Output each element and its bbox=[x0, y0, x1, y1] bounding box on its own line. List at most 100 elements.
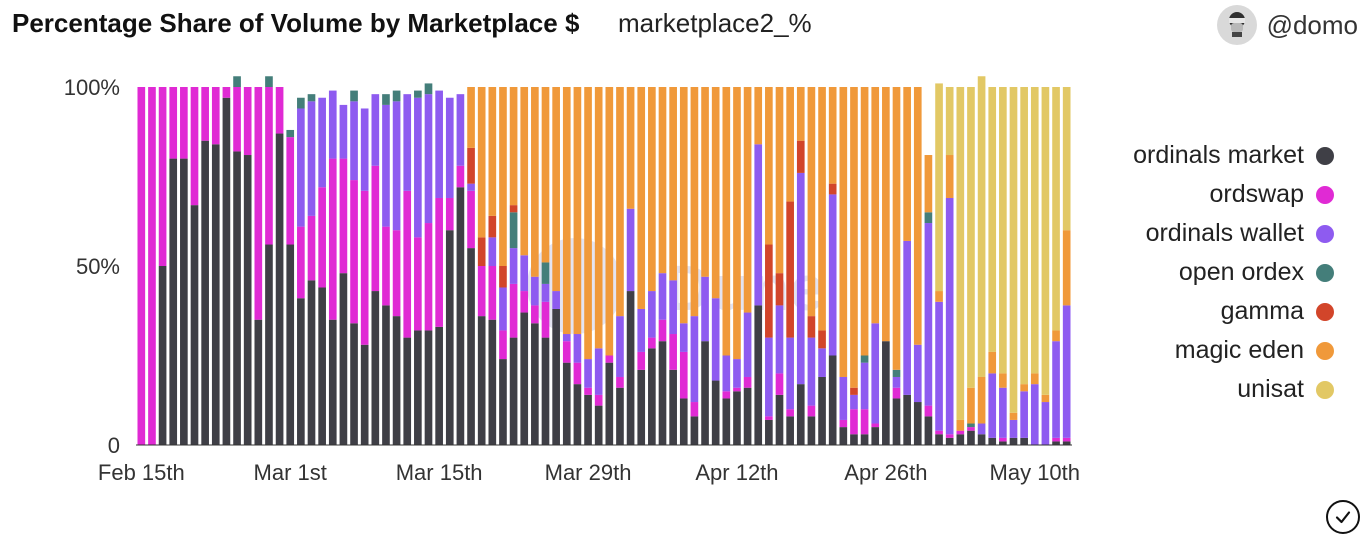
bar-segment-magic-eden[interactable] bbox=[818, 87, 826, 331]
bar-segment-unisat[interactable] bbox=[967, 87, 975, 388]
bar-segment-ordswap[interactable] bbox=[148, 87, 156, 445]
bar-segment-open-ordex[interactable] bbox=[509, 212, 518, 249]
bar-segment-ordinals-wallet[interactable] bbox=[1041, 402, 1050, 445]
bar-segment-ordswap[interactable] bbox=[860, 409, 869, 435]
bar-segment-ordinals-market[interactable] bbox=[509, 337, 518, 445]
bar-segment-ordinals-wallet[interactable] bbox=[360, 108, 369, 191]
bar-segment-gamma[interactable] bbox=[499, 266, 507, 288]
bar-segment-open-ordex[interactable] bbox=[541, 262, 550, 284]
bar-segment-ordinals-market[interactable] bbox=[414, 330, 422, 445]
author-name[interactable]: @domo bbox=[1266, 9, 1358, 40]
bar-segment-ordinals-wallet[interactable] bbox=[903, 240, 911, 395]
bar-segment-ordinals-market[interactable] bbox=[1062, 441, 1071, 445]
bar-segment-unisat[interactable] bbox=[999, 87, 1007, 374]
bar-segment-open-ordex[interactable] bbox=[924, 212, 933, 224]
bar-segment-ordswap[interactable] bbox=[999, 437, 1007, 442]
bar-segment-ordinals-wallet[interactable] bbox=[531, 276, 539, 306]
bar-segment-unisat[interactable] bbox=[988, 87, 997, 352]
legend-item-ordinals-market[interactable]: ordinals market bbox=[1074, 136, 1334, 175]
bar-segment-magic-eden[interactable] bbox=[860, 87, 869, 356]
bar-segment-ordswap[interactable] bbox=[594, 394, 603, 406]
bar-segment-ordswap[interactable] bbox=[616, 376, 624, 388]
bar-segment-ordinals-wallet[interactable] bbox=[648, 291, 656, 338]
bar-segment-ordswap[interactable] bbox=[403, 190, 412, 338]
bar-segment-ordinals-wallet[interactable] bbox=[828, 194, 837, 356]
bar-segment-ordinals-market[interactable] bbox=[977, 434, 986, 445]
bar-segment-ordinals-market[interactable] bbox=[350, 323, 358, 445]
bar-segment-ordswap[interactable] bbox=[775, 373, 784, 395]
bar-segment-ordinals-wallet[interactable] bbox=[594, 348, 603, 395]
bar-segment-ordinals-market[interactable] bbox=[562, 362, 571, 445]
bar-segment-ordswap[interactable] bbox=[945, 434, 954, 438]
bar-segment-ordinals-wallet[interactable] bbox=[722, 355, 731, 392]
bar-segment-magic-eden[interactable] bbox=[775, 87, 784, 274]
bar-segment-magic-eden[interactable] bbox=[1062, 230, 1071, 306]
bar-segment-ordinals-market[interactable] bbox=[722, 398, 731, 445]
bar-segment-magic-eden[interactable] bbox=[658, 87, 667, 274]
bar-segment-ordinals-market[interactable] bbox=[520, 312, 529, 445]
bar-segment-ordinals-wallet[interactable] bbox=[860, 362, 869, 410]
bar-segment-ordinals-wallet[interactable] bbox=[382, 104, 390, 227]
bar-segment-magic-eden[interactable] bbox=[807, 87, 816, 317]
bar-segment-ordinals-market[interactable] bbox=[467, 248, 475, 445]
bar-segment-ordinals-wallet[interactable] bbox=[775, 305, 784, 374]
bar-segment-ordinals-market[interactable] bbox=[648, 348, 656, 445]
bar-segment-open-ordex[interactable] bbox=[307, 94, 316, 102]
bar-segment-ordinals-market[interactable] bbox=[488, 319, 497, 445]
bar-segment-ordinals-wallet[interactable] bbox=[467, 183, 475, 191]
bar-segment-ordinals-market[interactable] bbox=[286, 244, 295, 445]
bar-segment-ordinals-wallet[interactable] bbox=[669, 280, 677, 335]
bar-segment-ordswap[interactable] bbox=[297, 226, 305, 299]
bar-segment-ordswap[interactable] bbox=[190, 87, 199, 206]
bar-segment-ordinals-wallet[interactable] bbox=[488, 237, 497, 266]
bar-segment-magic-eden[interactable] bbox=[616, 87, 624, 317]
bar-segment-ordinals-wallet[interactable] bbox=[754, 144, 763, 306]
bar-segment-ordinals-market[interactable] bbox=[371, 291, 380, 445]
bar-segment-ordinals-market[interactable] bbox=[860, 434, 869, 445]
bar-segment-ordswap[interactable] bbox=[499, 330, 507, 360]
bar-segment-magic-eden[interactable] bbox=[967, 387, 975, 424]
bar-segment-ordinals-market[interactable] bbox=[807, 416, 816, 445]
bar-segment-open-ordex[interactable] bbox=[265, 76, 273, 87]
bar-segment-ordswap[interactable] bbox=[201, 87, 209, 141]
bar-segment-unisat[interactable] bbox=[1020, 87, 1028, 385]
bar-segment-ordinals-wallet[interactable] bbox=[509, 248, 518, 284]
bar-segment-ordinals-wallet[interactable] bbox=[807, 337, 816, 406]
bar-segment-ordinals-wallet[interactable] bbox=[1020, 391, 1028, 438]
bar-segment-ordinals-wallet[interactable] bbox=[935, 301, 943, 431]
bar-segment-ordinals-wallet[interactable] bbox=[786, 337, 794, 410]
bar-segment-open-ordex[interactable] bbox=[350, 90, 358, 102]
bar-segment-ordinals-market[interactable] bbox=[552, 308, 560, 445]
bar-segment-ordswap[interactable] bbox=[850, 409, 858, 435]
bar-segment-ordinals-market[interactable] bbox=[222, 97, 231, 446]
bar-segment-ordswap[interactable] bbox=[786, 409, 794, 417]
bar-segment-magic-eden[interactable] bbox=[626, 87, 635, 209]
bar-segment-magic-eden[interactable] bbox=[999, 373, 1007, 388]
bar-segment-ordinals-market[interactable] bbox=[211, 144, 220, 445]
bar-segment-ordinals-wallet[interactable] bbox=[350, 101, 358, 181]
bar-segment-ordswap[interactable] bbox=[669, 334, 677, 370]
bar-segment-magic-eden[interactable] bbox=[1030, 373, 1039, 385]
bar-segment-ordswap[interactable] bbox=[1052, 437, 1060, 442]
bar-segment-ordinals-wallet[interactable] bbox=[839, 376, 848, 420]
bar-segment-unisat[interactable] bbox=[935, 83, 943, 292]
bar-segment-ordinals-market[interactable] bbox=[594, 405, 603, 445]
bar-segment-ordswap[interactable] bbox=[924, 405, 933, 417]
bar-segment-ordinals-market[interactable] bbox=[435, 326, 443, 445]
bar-segment-ordinals-market[interactable] bbox=[711, 380, 720, 445]
bar-segment-ordinals-market[interactable] bbox=[265, 244, 273, 445]
bar-segment-ordswap[interactable] bbox=[584, 387, 592, 395]
legend-item-gamma[interactable]: gamma bbox=[1074, 292, 1334, 331]
bar-segment-ordinals-market[interactable] bbox=[201, 140, 209, 445]
bar-segment-ordinals-market[interactable] bbox=[882, 341, 890, 445]
bar-segment-ordinals-market[interactable] bbox=[328, 319, 337, 445]
bar-segment-ordswap[interactable] bbox=[339, 158, 348, 274]
bar-segment-ordswap[interactable] bbox=[509, 283, 518, 338]
bar-segment-ordinals-wallet[interactable] bbox=[562, 334, 571, 342]
bar-segment-magic-eden[interactable] bbox=[871, 87, 880, 324]
bar-segment-ordswap[interactable] bbox=[839, 419, 848, 428]
bar-segment-open-ordex[interactable] bbox=[382, 94, 390, 105]
bar-segment-magic-eden[interactable] bbox=[1020, 384, 1028, 392]
bar-segment-magic-eden[interactable] bbox=[850, 87, 858, 388]
bar-segment-ordswap[interactable] bbox=[318, 187, 326, 288]
